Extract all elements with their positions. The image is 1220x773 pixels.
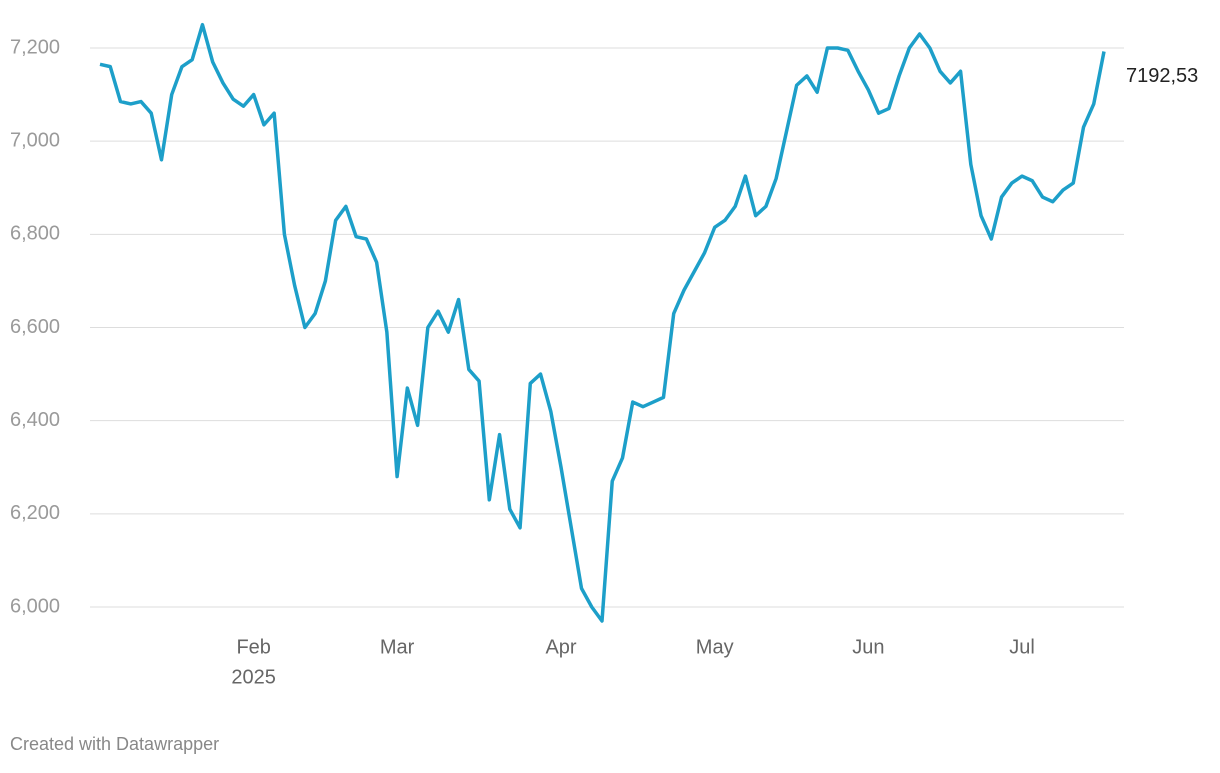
y-tick-label: 6,200 — [10, 502, 60, 524]
x-tick-label: Apr — [545, 636, 576, 658]
x-tick-label: Feb — [236, 636, 270, 658]
x-tick-label: Jun — [852, 636, 884, 658]
x-tick-label: May — [696, 636, 734, 658]
y-tick-label: 6,400 — [10, 409, 60, 431]
y-tick-label: 6,800 — [10, 223, 60, 245]
y-tick-label: 6,600 — [10, 316, 60, 338]
x-tick-label: Jul — [1009, 636, 1035, 658]
footer: Created with Datawrapper — [10, 734, 219, 754]
x-year-label: 2025 — [231, 666, 276, 688]
value-label: 7192,53 — [1126, 65, 1198, 87]
line — [99, 22, 1106, 623]
y-tick-label: 7,200 — [10, 36, 60, 58]
y-tick-label: 7,000 — [10, 129, 60, 151]
y-tick-label: 6,000 — [10, 595, 60, 617]
x-tick-label: Mar — [380, 636, 415, 658]
